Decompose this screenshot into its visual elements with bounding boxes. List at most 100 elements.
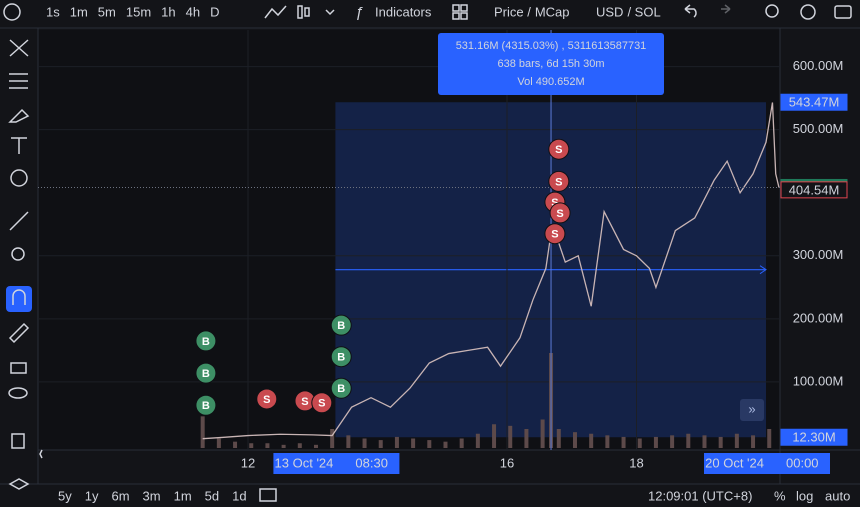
interval-button[interactable]: 1h (161, 4, 175, 19)
layout-icon[interactable] (452, 12, 460, 20)
trade-marker-label: B (202, 336, 210, 348)
compare-icon[interactable] (259, 488, 277, 502)
trade-marker[interactable] (330, 346, 352, 368)
camera-icon[interactable] (834, 5, 852, 19)
magnet-icon (12, 289, 26, 305)
interval-button[interactable]: D (210, 4, 219, 19)
volume-bar (637, 438, 642, 448)
price-tick-label: 100.00M (793, 373, 844, 388)
trade-marker[interactable] (549, 202, 571, 224)
volume-bar (265, 443, 270, 448)
volume-bar (767, 429, 772, 448)
trade-marker[interactable] (544, 223, 566, 245)
volume-bar (524, 429, 529, 448)
settings-icon[interactable] (800, 4, 816, 20)
fx-icon[interactable]: ƒ (355, 4, 363, 21)
trade-marker[interactable] (195, 362, 217, 384)
brush-tool[interactable] (8, 108, 30, 123)
volume-bar (427, 440, 432, 448)
layers-tool[interactable] (8, 478, 30, 490)
interval-button[interactable]: 5m (98, 4, 116, 19)
price-toggle[interactable]: Price / (494, 4, 531, 19)
measure-arrowhead (759, 265, 767, 275)
layout-icon[interactable] (460, 12, 468, 20)
trade-marker[interactable] (195, 330, 217, 352)
volume-bar (492, 424, 497, 448)
alert-icon[interactable] (765, 4, 779, 18)
percent-toggle[interactable]: % (774, 488, 786, 503)
trade-marker-label: S (555, 144, 562, 156)
time-highlight-date: 13 Oct '24 (275, 455, 334, 470)
volume-bar (216, 438, 221, 448)
trade-marker-label: B (337, 320, 345, 332)
text-tool[interactable] (11, 137, 27, 154)
trade-marker-label: S (301, 396, 308, 408)
price-line (202, 102, 780, 440)
lock-draw-tool[interactable] (8, 322, 30, 344)
candle-icon[interactable] (304, 7, 310, 17)
chevron-icon[interactable] (325, 9, 335, 16)
range-button[interactable]: 1y (85, 488, 99, 503)
eye-tool[interactable] (8, 387, 28, 399)
range-button[interactable]: 5d (205, 488, 219, 503)
volume-bar (572, 432, 577, 448)
price-badge (780, 181, 848, 199)
candle-icon[interactable] (297, 5, 303, 19)
auto-toggle[interactable]: auto (825, 488, 850, 503)
sol-toggle[interactable]: / SOL (627, 4, 660, 19)
range-button[interactable]: 6m (111, 488, 129, 503)
price-tick-label: 500.00M (793, 121, 844, 136)
trade-marker[interactable] (330, 377, 352, 399)
trade-marker-label: B (337, 352, 345, 364)
volume-bar (670, 435, 675, 448)
lock-tool[interactable] (10, 362, 27, 374)
magnet-tool[interactable] (6, 286, 32, 312)
range-button[interactable]: 5y (58, 488, 72, 503)
usd-toggle[interactable]: USD (596, 4, 623, 19)
volume-bar (249, 443, 254, 448)
range-button[interactable]: 1m (174, 488, 192, 503)
redo-icon[interactable] (721, 4, 731, 14)
volume-bar (443, 441, 448, 448)
volume-bar (200, 416, 205, 448)
range-button[interactable]: 3m (143, 488, 161, 503)
volume-bar (508, 425, 513, 448)
interval-button[interactable]: 4h (186, 4, 200, 19)
interval-button[interactable]: 1s (46, 4, 60, 19)
volume-bar (718, 436, 723, 448)
trade-marker[interactable] (548, 170, 570, 192)
zoom-tool[interactable] (11, 247, 25, 261)
range-button[interactable]: 1d (232, 488, 246, 503)
volume-bar (734, 433, 739, 448)
indicators-button[interactable]: Indicators (375, 4, 432, 19)
scroll-button[interactable] (740, 399, 764, 421)
mcap-toggle[interactable]: MCap (535, 4, 570, 19)
log-toggle[interactable]: log (796, 488, 813, 503)
volume-bar (605, 435, 610, 448)
lines-tool[interactable] (9, 73, 28, 89)
trade-marker[interactable] (256, 388, 278, 410)
add-icon[interactable] (3, 3, 21, 21)
ruler-tool[interactable] (9, 211, 29, 231)
time-highlight (704, 453, 830, 474)
trade-marker[interactable] (195, 394, 217, 416)
interval-button[interactable]: 1m (70, 4, 88, 19)
price-tick-label: 200.00M (793, 310, 844, 325)
interval-button[interactable]: 15m (126, 4, 151, 19)
collapse-icon[interactable] (39, 449, 43, 459)
undo-icon[interactable] (684, 4, 697, 18)
trash-tool[interactable] (11, 433, 25, 449)
time-highlight-date: 20 Oct '24 (705, 455, 764, 470)
trade-marker[interactable] (330, 314, 352, 336)
time-tick-label: 16 (500, 455, 514, 470)
layout-icon[interactable] (452, 4, 460, 12)
emoji-tool[interactable] (10, 169, 28, 187)
layout-icon[interactable] (460, 4, 468, 12)
trade-marker[interactable] (548, 138, 570, 160)
time-highlight (273, 453, 400, 474)
line-type-icon[interactable] (264, 5, 287, 19)
trade-marker[interactable] (311, 392, 333, 414)
volume-bar (378, 440, 383, 448)
crosshair-tool[interactable] (9, 39, 29, 57)
